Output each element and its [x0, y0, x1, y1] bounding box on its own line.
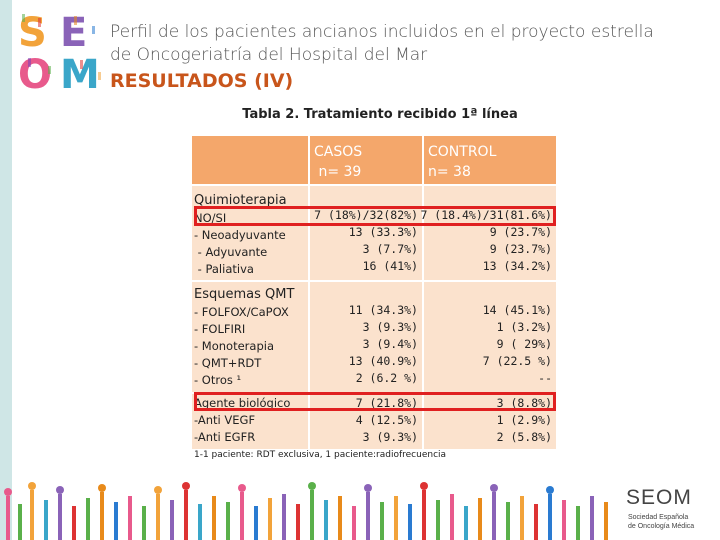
- band-esquemas: [192, 282, 556, 392]
- control-value: 9 (23.7%): [489, 242, 552, 256]
- casos-value: 3 (9.3%): [362, 430, 418, 444]
- control-value: 13 (34.2%): [482, 259, 552, 273]
- highlight-box-agente-biologico: [194, 392, 556, 411]
- slide-title-line-1: Perfil de los pacientes ancianos incluid…: [110, 22, 654, 42]
- seom-figures-logo: S E O M: [14, 6, 106, 92]
- row-label: -Anti VEGF: [194, 413, 256, 427]
- casos-header: CASOS n= 39: [314, 144, 363, 180]
- control-value: 14 (45.1%): [482, 303, 552, 317]
- slide-title-line-2: de Oncogeriatría del Hospital del Mar: [110, 45, 428, 65]
- control-value: 7 (18.4%)/31(81.6%): [420, 208, 552, 222]
- control-header: CONTROL n= 38: [428, 144, 497, 180]
- column-separator: [308, 136, 310, 449]
- svg-text:M: M: [60, 52, 100, 92]
- crowd-figures-decoration: [4, 482, 608, 540]
- control-value: 2 (5.8%): [496, 430, 552, 444]
- row-label: NO/SI: [194, 211, 227, 225]
- band-quimioterapia: [192, 186, 556, 280]
- row-label: - Adyuvante: [194, 245, 268, 259]
- row-label: - Paliativa: [194, 262, 254, 276]
- row-label: - Neoadyuvante: [194, 228, 286, 242]
- control-value: 3 (8.8%): [496, 396, 552, 410]
- row-label: Agente biológico: [194, 396, 291, 410]
- control-value: 7 (22.5 %): [482, 354, 552, 368]
- row-label: - Monoterapia: [194, 339, 274, 353]
- casos-value: 2 (6.2 %): [355, 371, 418, 385]
- row-label: - FOLFIRI: [194, 322, 246, 336]
- header-cell-control: [424, 136, 556, 184]
- row-label: - FOLFOX/CaPOX: [194, 305, 289, 319]
- footnote: 1-1 paciente: RDT exclusiva, 1 paciente:…: [194, 450, 447, 460]
- highlight-box-quimioterapia: [194, 206, 556, 226]
- group-heading: Quimioterapia: [194, 193, 287, 208]
- casos-value: 7 (21.8%): [355, 396, 418, 410]
- treatment-table: CASOS n= 39 CONTROL n= 38 Quimioterapia …: [192, 136, 556, 449]
- control-value: 1 (3.2%): [496, 320, 552, 334]
- row-label: - QMT+RDT: [194, 356, 262, 370]
- casos-value: 3 (9.3%): [362, 320, 418, 334]
- casos-value: 16 (41%): [362, 259, 418, 273]
- casos-value: 3 (7.7%): [362, 242, 418, 256]
- seom-logo-text: SEOM: [626, 486, 692, 509]
- casos-value: 13 (40.9%): [348, 354, 418, 368]
- row-label: -Anti EGFR: [194, 430, 256, 444]
- casos-value: 3 (9.4%): [362, 337, 418, 351]
- control-value: 1 (2.9%): [496, 413, 552, 427]
- seom-footer-logo: SEOM Sociedad Española de Oncología Médi…: [626, 486, 716, 536]
- control-value: 9 ( 29%): [496, 337, 552, 351]
- group-heading: Esquemas QMT: [194, 287, 295, 302]
- band-biologico: [192, 394, 556, 449]
- casos-value: 4 (12.5%): [355, 413, 418, 427]
- results-heading: RESULTADOS (IV): [110, 70, 294, 92]
- header-cell-empty: [192, 136, 308, 184]
- casos-value: 7 (18%)/32(82%): [314, 208, 418, 222]
- row-label: - Otros ¹: [194, 373, 242, 387]
- table-title: Tabla 2. Tratamiento recibido 1ª línea: [242, 107, 518, 122]
- column-separator: [422, 136, 424, 449]
- casos-value: 13 (33.3%): [348, 225, 418, 239]
- casos-value: 11 (34.3%): [348, 303, 418, 317]
- svg-text:O: O: [18, 52, 52, 92]
- left-accent-bar: [0, 0, 12, 540]
- seom-logo-line2: de Oncología Médica: [628, 523, 695, 530]
- control-value: 9 (23.7%): [489, 225, 552, 239]
- header-cell-casos: [310, 136, 422, 184]
- control-value: --: [538, 371, 552, 385]
- svg-text:E: E: [60, 10, 87, 56]
- seom-logo-line1: Sociedad Española: [628, 514, 689, 521]
